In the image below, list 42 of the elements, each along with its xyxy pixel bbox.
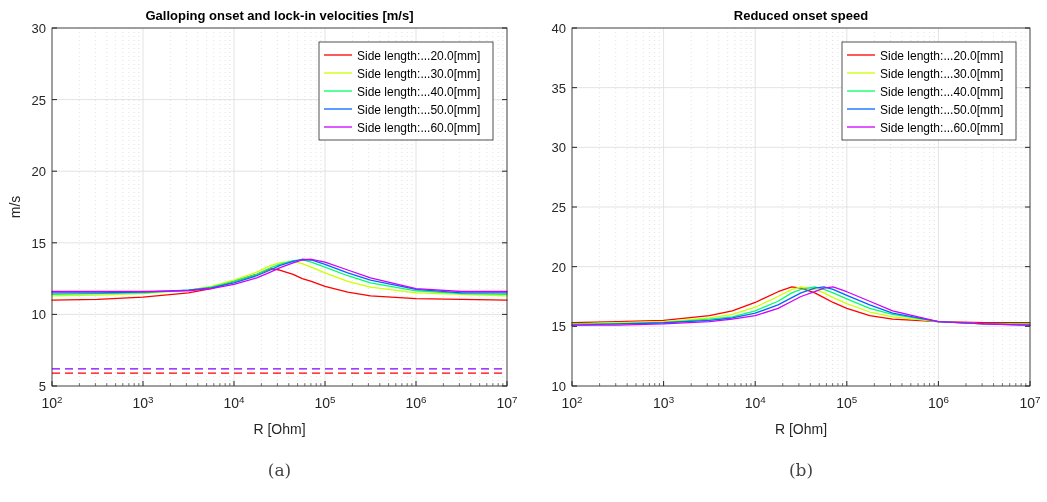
legend-label: Side length:...50.0[mm] <box>357 102 481 117</box>
y-tick-label: 25 <box>31 92 46 108</box>
y-tick-label: 20 <box>551 259 566 275</box>
y-tick-label: 10 <box>31 307 46 323</box>
legend-label: Side length:...20.0[mm] <box>357 48 481 63</box>
y-tick-label: 25 <box>551 200 566 215</box>
text: (b) <box>788 460 814 480</box>
legend-label: Side length:...20.0[mm] <box>880 48 1004 63</box>
y-tick-label: 10 <box>551 379 566 394</box>
x-tick-label: 10$^{4}$ <box>744 393 767 411</box>
x-tick-label: 10$^{7}$ <box>496 393 518 411</box>
legend-label: Side length:...40.0[mm] <box>357 84 481 99</box>
x-tick-label: 10$^{4}$ <box>223 393 246 411</box>
legend-label: Side length:...50.0[mm] <box>880 102 1004 117</box>
y-tick-label: 20 <box>31 164 46 180</box>
x-tick-label: 10$^{3}$ <box>132 393 155 411</box>
x-tick-label: 10$^{2}$ <box>561 393 583 411</box>
y-tick-label: 15 <box>31 235 46 251</box>
x-tick-label: 10$^{2}$ <box>41 393 63 411</box>
x-axis-title: R [Ohm] <box>774 421 828 437</box>
legend-label: Side length:...40.0[mm] <box>880 84 1004 99</box>
x-tick-label: 10$^{7}$ <box>1019 393 1041 411</box>
legend-label: Side length:...60.0[mm] <box>357 120 481 135</box>
y-tick-label: 40 <box>551 21 566 36</box>
y-tick-label: 35 <box>551 80 566 96</box>
legend-label: Side length:...60.0[mm] <box>880 120 1004 135</box>
x-tick-label: 10$^{3}$ <box>653 393 675 411</box>
y-tick-label: 30 <box>551 140 566 156</box>
x-axis-title: R [Ohm] <box>253 421 306 437</box>
legend-label: Side length:...30.0[mm] <box>880 66 1004 81</box>
x-tick-label: 10$^{5}$ <box>836 393 858 411</box>
y-tick-label: 15 <box>551 319 566 335</box>
legend-label: Side length:...30.0[mm] <box>357 66 481 81</box>
x-tick-label: 10$^{6}$ <box>405 393 428 411</box>
x-tick-label: 10$^{6}$ <box>927 393 950 411</box>
y-tick-label: 5 <box>38 379 46 394</box>
y-tick-label: 30 <box>31 21 46 36</box>
text: (a) <box>267 460 292 480</box>
chart-title: Galloping onset and lock-in velocities [m/s] <box>145 8 414 23</box>
y-axis-title: m/s <box>7 195 23 219</box>
chart-title: Reduced onset speed <box>733 8 869 23</box>
x-tick-label: 10$^{5}$ <box>314 393 337 411</box>
